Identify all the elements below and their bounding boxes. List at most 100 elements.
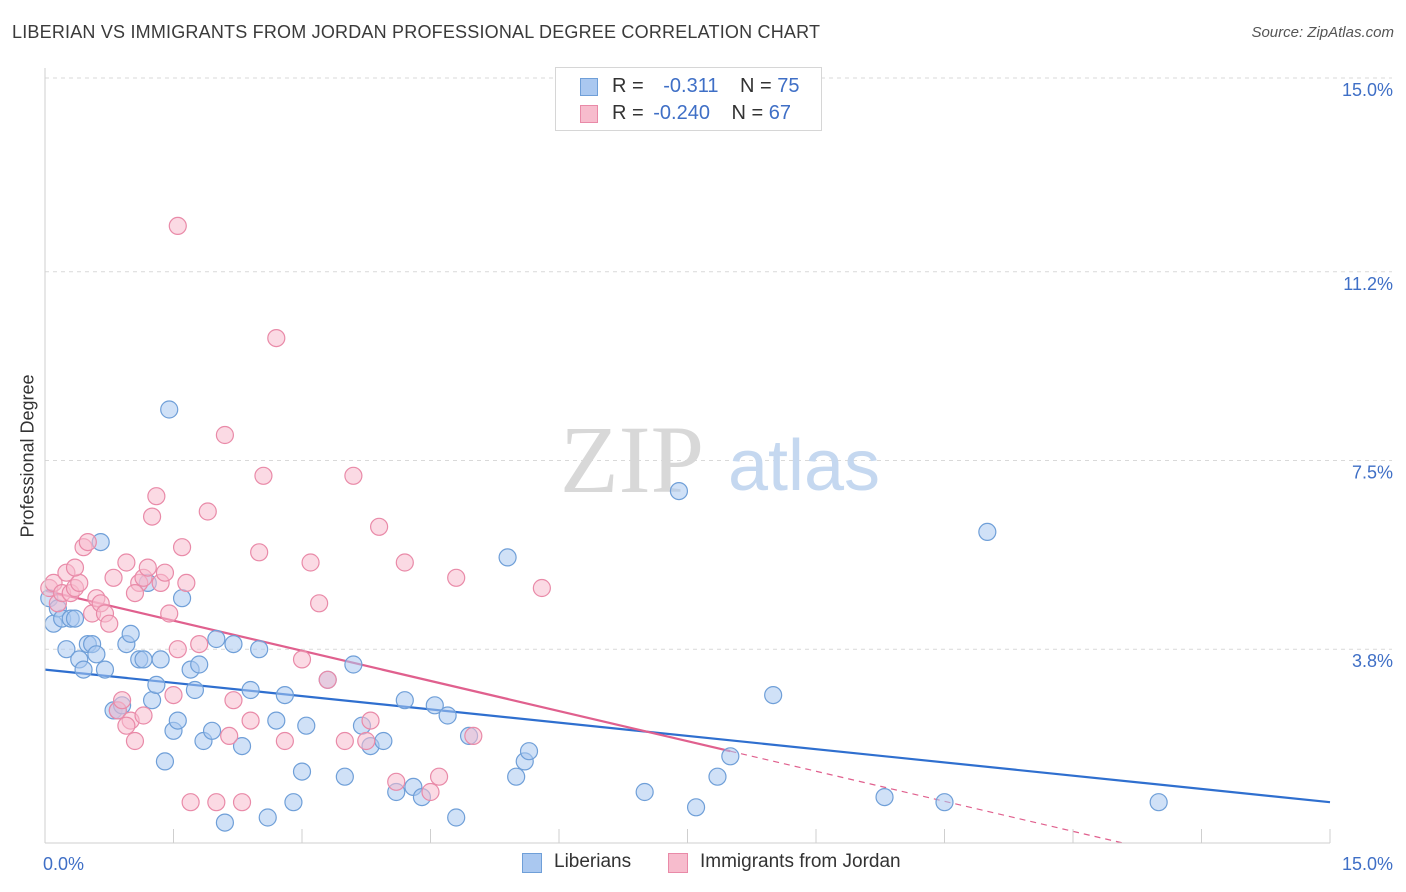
liberian-point (275, 685, 294, 705)
jordan-point (78, 532, 97, 552)
jordan-point (254, 466, 273, 485)
jordan-point (429, 767, 449, 786)
liberian-point (250, 640, 269, 659)
jordan-point (395, 553, 414, 572)
jordan-point (155, 563, 175, 582)
liberian-point (134, 650, 153, 669)
jordan-point (134, 706, 153, 725)
jordan-point (344, 466, 363, 485)
legend-n-value: 67 (768, 102, 792, 124)
liberian-point (207, 629, 226, 649)
liberian-point (297, 716, 316, 735)
jordan-point (318, 670, 337, 689)
jordan-point (275, 731, 294, 751)
legend-label-liberians: Liberians (554, 851, 632, 872)
liberian-point (764, 685, 783, 705)
jordan-point (138, 558, 157, 577)
jordan-point (142, 507, 162, 526)
y-tick-label: 11.2% (1343, 274, 1393, 294)
jordan-point (310, 594, 329, 613)
jordan-point (198, 502, 217, 521)
jordan-point (177, 573, 196, 593)
liberian-point (258, 808, 277, 827)
liberian-point (224, 634, 243, 654)
liberian-point (335, 767, 354, 786)
liberian-point (142, 691, 162, 710)
x-tick-label-left: 0.0% (43, 854, 84, 874)
jordan-point (65, 558, 85, 577)
liberian-point (87, 645, 106, 664)
watermark: ZIP atlas (560, 406, 880, 513)
liberian-point (425, 696, 444, 715)
liberian-point (875, 787, 894, 807)
jordan-point (250, 543, 269, 562)
legend-r-label: R = (612, 102, 644, 124)
x-tick-label-right: 15.0% (1342, 854, 1393, 874)
legend-n-label: N = (731, 102, 764, 124)
liberian-point (284, 793, 303, 812)
y-tick-label: 3.8% (1352, 651, 1393, 671)
jordan-point (125, 583, 145, 603)
series-legend: Liberians Immigrants from Jordan (0, 851, 1406, 877)
liberian-point (57, 640, 76, 659)
legend-r-value: -0.240 (653, 102, 710, 124)
jordan-point (104, 568, 123, 587)
liberian-point (686, 798, 706, 817)
grid-layer (45, 77, 1392, 650)
jordan-point (241, 711, 260, 730)
liberian-point (447, 808, 466, 827)
jordan-point (220, 726, 239, 746)
legend-r-label: R = (612, 75, 644, 97)
jordan-point (232, 793, 252, 812)
liberian-point (74, 660, 93, 679)
jordan-point (168, 640, 187, 659)
liberian-point (241, 680, 260, 700)
jordan-point (117, 553, 136, 572)
liberian-point (935, 793, 954, 812)
liberian-point (978, 522, 997, 542)
legend-label-jordan: Immigrants from Jordan (700, 851, 901, 872)
jordan-point (464, 726, 483, 746)
jordan-point (301, 553, 320, 572)
jordan-point (224, 691, 243, 710)
jordan-point (357, 731, 376, 751)
legend-r-value: -0.311 (663, 75, 719, 97)
correlation-legend: R = -0.311 N = 75 R = -0.240 N = 67 (555, 67, 822, 131)
jordan-point (361, 711, 380, 730)
jordan-point (267, 329, 286, 348)
liberian-point (65, 609, 85, 628)
jordan-point (147, 487, 166, 506)
liberian-point (498, 548, 517, 567)
jordan-point (181, 793, 200, 812)
liberian-point (635, 782, 654, 802)
jordan-point (447, 568, 466, 587)
liberian-point (292, 762, 312, 781)
liberian-point (374, 731, 393, 751)
source-label: Source: ZipAtlas.com (1251, 24, 1394, 41)
chart-title: LIBERIAN VS IMMIGRANTS FROM JORDAN PROFE… (12, 22, 821, 42)
legend-swatch-blue (580, 78, 598, 96)
jordan-point (172, 538, 192, 557)
liberian-point (267, 711, 286, 730)
jordan-point (292, 650, 312, 669)
liberian-point (232, 736, 252, 756)
y-tick-label: 7.5% (1352, 463, 1393, 483)
y-tick-label: 15.0% (1342, 80, 1393, 100)
legend-swatch-blue (522, 853, 542, 873)
legend-swatch-pink (668, 853, 688, 873)
jordan-trendline-extension (730, 750, 1123, 844)
liberian-point (395, 691, 414, 710)
jordan-point (190, 634, 209, 654)
liberian-point (708, 767, 727, 786)
liberian-point (1149, 793, 1168, 812)
liberian-point (185, 680, 205, 700)
watermark-atlas: atlas (728, 426, 880, 506)
liberian-point (95, 660, 115, 679)
points-layer (40, 216, 1168, 832)
jordan-point (207, 793, 226, 812)
jordan-point (168, 216, 187, 235)
liberian-point (151, 650, 170, 669)
jordan-point (532, 578, 551, 598)
jordan-point (70, 573, 89, 593)
liberian-point (172, 589, 192, 608)
